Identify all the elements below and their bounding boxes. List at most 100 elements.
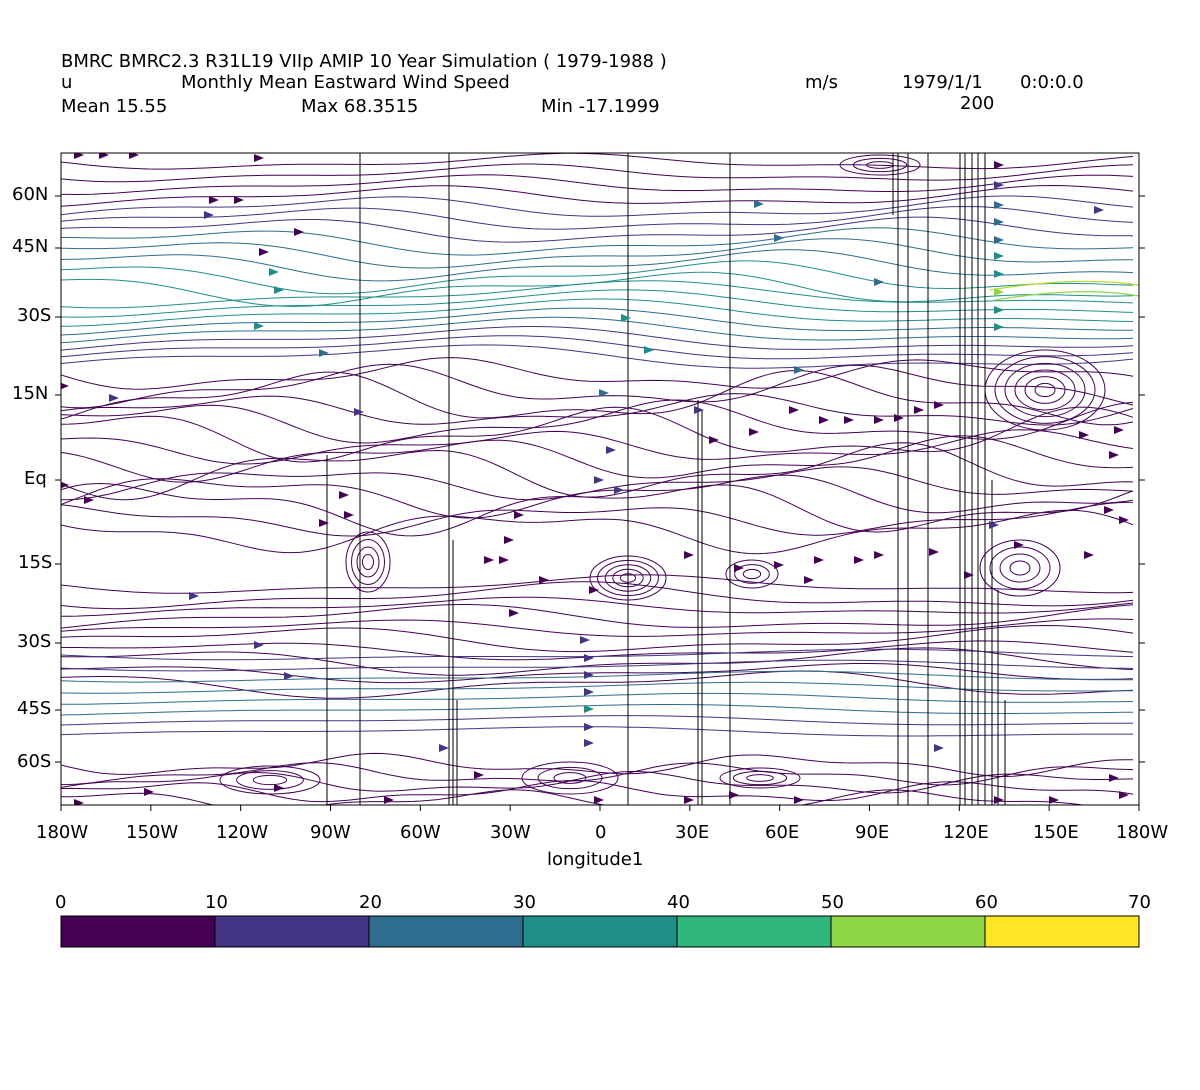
vortex-ring <box>852 157 908 173</box>
streamline <box>61 659 1134 672</box>
x-tick-label: 90E <box>855 822 890 843</box>
vortex-ring <box>989 546 1051 590</box>
colorbar-tick-label: 40 <box>667 892 690 913</box>
colorbar-tick-label: 50 <box>821 892 844 913</box>
x-tick-label: 30E <box>675 822 710 843</box>
streamline <box>61 435 1134 483</box>
colorbar-swatch <box>60 915 216 948</box>
streamline <box>61 280 1134 309</box>
y-axis-label: latitude1 <box>0 438 3 520</box>
streamline <box>61 501 1133 537</box>
vortex-ring <box>1024 376 1066 404</box>
direction-arrow <box>74 153 84 159</box>
direction-arrow <box>989 521 999 529</box>
direction-arrow <box>509 609 519 617</box>
streamline <box>61 399 1134 444</box>
direction-arrow <box>294 228 304 236</box>
x-tick-label: 180W <box>36 822 89 843</box>
streamline <box>61 466 1134 501</box>
direction-arrow <box>319 519 329 527</box>
direction-arrow <box>929 548 939 556</box>
direction-arrow <box>994 270 1004 278</box>
streamline <box>61 406 1134 463</box>
streamline <box>61 195 1134 217</box>
direction-arrow <box>599 389 609 397</box>
colorbar-swatch <box>522 915 678 948</box>
direction-arrow <box>484 556 494 564</box>
direction-arrow <box>584 654 594 662</box>
direction-arrow <box>789 406 799 414</box>
streamline <box>61 704 1133 716</box>
y-tick-label: 15N <box>12 383 49 404</box>
direction-arrow <box>994 236 1004 244</box>
vortex-ring <box>979 539 1061 597</box>
y-tick-label: Eq <box>24 468 47 489</box>
direction-arrow <box>994 252 1004 260</box>
y-tick-label: 30S <box>17 631 52 652</box>
direction-arrow <box>254 154 264 162</box>
direction-arrow <box>209 196 219 204</box>
direction-arrow <box>621 314 631 322</box>
vortex-ring <box>356 546 380 578</box>
jet-core-streamline <box>994 291 1139 301</box>
vortex-ring <box>742 568 762 580</box>
streamline <box>61 574 1134 594</box>
direction-arrow <box>499 556 509 564</box>
direction-arrow <box>274 784 284 792</box>
vortex-ring <box>734 564 770 584</box>
streamline <box>61 715 1134 726</box>
direction-arrow <box>284 672 294 680</box>
direction-arrow <box>1084 551 1094 559</box>
streamline <box>61 335 1134 360</box>
y-tick-marks <box>55 195 1145 763</box>
colorbar-tick-label: 30 <box>513 892 536 913</box>
direction-arrow <box>584 688 594 696</box>
direction-arrow <box>994 161 1004 169</box>
direction-arrow <box>934 744 944 752</box>
direction-arrow <box>814 556 824 564</box>
vortex-ring <box>1034 382 1056 398</box>
streamline <box>61 581 1134 610</box>
direction-arrow <box>269 268 279 276</box>
direction-arrow <box>74 799 84 805</box>
direction-arrow <box>61 382 69 390</box>
variable-name: u <box>61 72 73 93</box>
y-tick-label: 15S <box>18 552 53 573</box>
units-label: m/s <box>805 72 838 93</box>
direction-arrow <box>794 796 804 804</box>
vortex-ring <box>746 774 774 782</box>
streamline <box>61 363 1134 409</box>
streamline <box>61 238 1133 269</box>
direction-arrow <box>794 366 804 374</box>
direction-arrow <box>874 551 884 559</box>
direction-arrow <box>254 641 264 649</box>
vortex-ring <box>1004 362 1086 418</box>
streamline <box>61 789 1086 805</box>
streamline <box>61 670 1133 683</box>
direction-arrow <box>1109 774 1119 782</box>
direction-arrow <box>994 323 1004 331</box>
streamline <box>61 174 1134 196</box>
direction-arrow <box>606 446 616 454</box>
direction-arrow <box>1049 796 1059 804</box>
colorbar <box>60 915 1140 948</box>
x-tick-label: 150E <box>1033 822 1079 843</box>
vortex-ring <box>725 559 779 589</box>
min-label: Min -17.1999 <box>541 96 660 117</box>
y-tick-label: 45N <box>12 236 49 257</box>
direction-arrow <box>584 739 594 747</box>
direction-arrow <box>539 576 549 584</box>
variable-long-name: Monthly Mean Eastward Wind Speed <box>181 72 510 93</box>
streamline <box>61 163 1134 183</box>
direction-arrow <box>504 536 514 544</box>
streamline <box>61 647 1134 676</box>
direction-arrow <box>339 491 349 499</box>
direction-arrow <box>144 788 154 796</box>
streamline <box>61 596 1134 617</box>
direction-arrow <box>589 586 599 594</box>
vortex-ring <box>351 539 385 585</box>
direction-arrow <box>729 791 739 799</box>
streamline <box>61 357 1134 390</box>
streamline <box>61 442 1134 501</box>
direction-arrow <box>584 705 594 713</box>
